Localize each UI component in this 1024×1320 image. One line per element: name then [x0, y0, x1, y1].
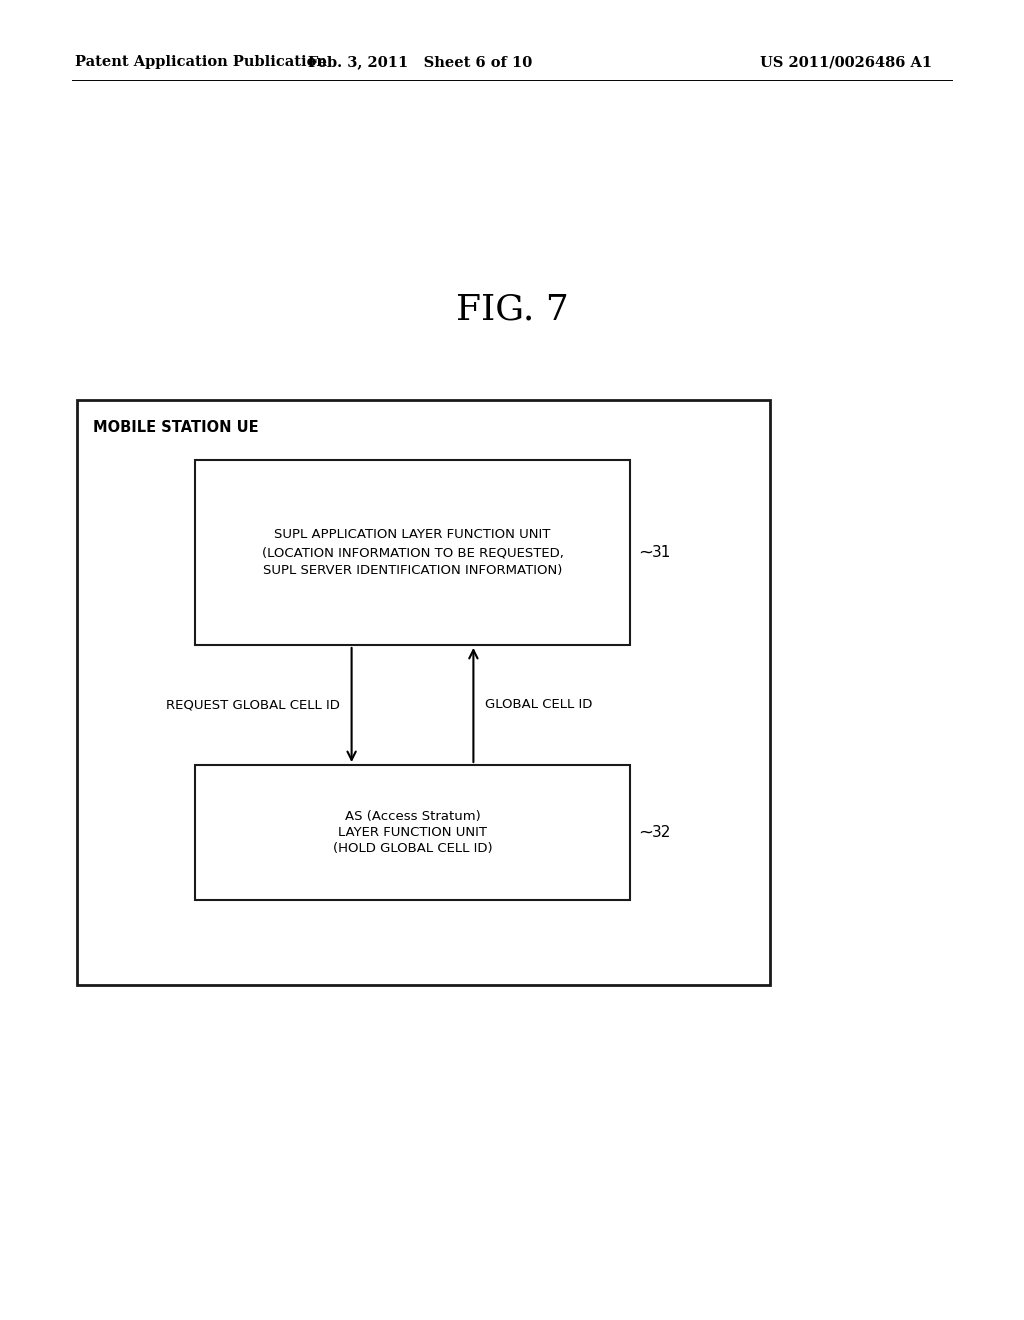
Bar — [195, 459, 630, 645]
Text: 32: 32 — [652, 825, 672, 840]
Text: AS (Access Stratum): AS (Access Stratum) — [345, 810, 480, 822]
Text: US 2011/0026486 A1: US 2011/0026486 A1 — [760, 55, 932, 69]
Text: MOBILE STATION UE: MOBILE STATION UE — [93, 421, 259, 436]
Text: ~: ~ — [638, 544, 653, 561]
Text: REQUEST GLOBAL CELL ID: REQUEST GLOBAL CELL ID — [166, 698, 340, 711]
Text: SUPL SERVER IDENTIFICATION INFORMATION): SUPL SERVER IDENTIFICATION INFORMATION) — [263, 564, 562, 577]
Bar — [77, 400, 770, 985]
Text: (LOCATION INFORMATION TO BE REQUESTED,: (LOCATION INFORMATION TO BE REQUESTED, — [261, 546, 563, 558]
Text: GLOBAL CELL ID: GLOBAL CELL ID — [485, 698, 593, 711]
Text: 31: 31 — [652, 545, 672, 560]
Text: Feb. 3, 2011   Sheet 6 of 10: Feb. 3, 2011 Sheet 6 of 10 — [308, 55, 532, 69]
Text: LAYER FUNCTION UNIT: LAYER FUNCTION UNIT — [338, 826, 487, 840]
Text: Patent Application Publication: Patent Application Publication — [75, 55, 327, 69]
Text: FIG. 7: FIG. 7 — [456, 293, 568, 327]
Text: SUPL APPLICATION LAYER FUNCTION UNIT: SUPL APPLICATION LAYER FUNCTION UNIT — [274, 528, 551, 541]
Text: (HOLD GLOBAL CELL ID): (HOLD GLOBAL CELL ID) — [333, 842, 493, 855]
Bar — [195, 766, 630, 900]
Text: ~: ~ — [638, 824, 653, 842]
